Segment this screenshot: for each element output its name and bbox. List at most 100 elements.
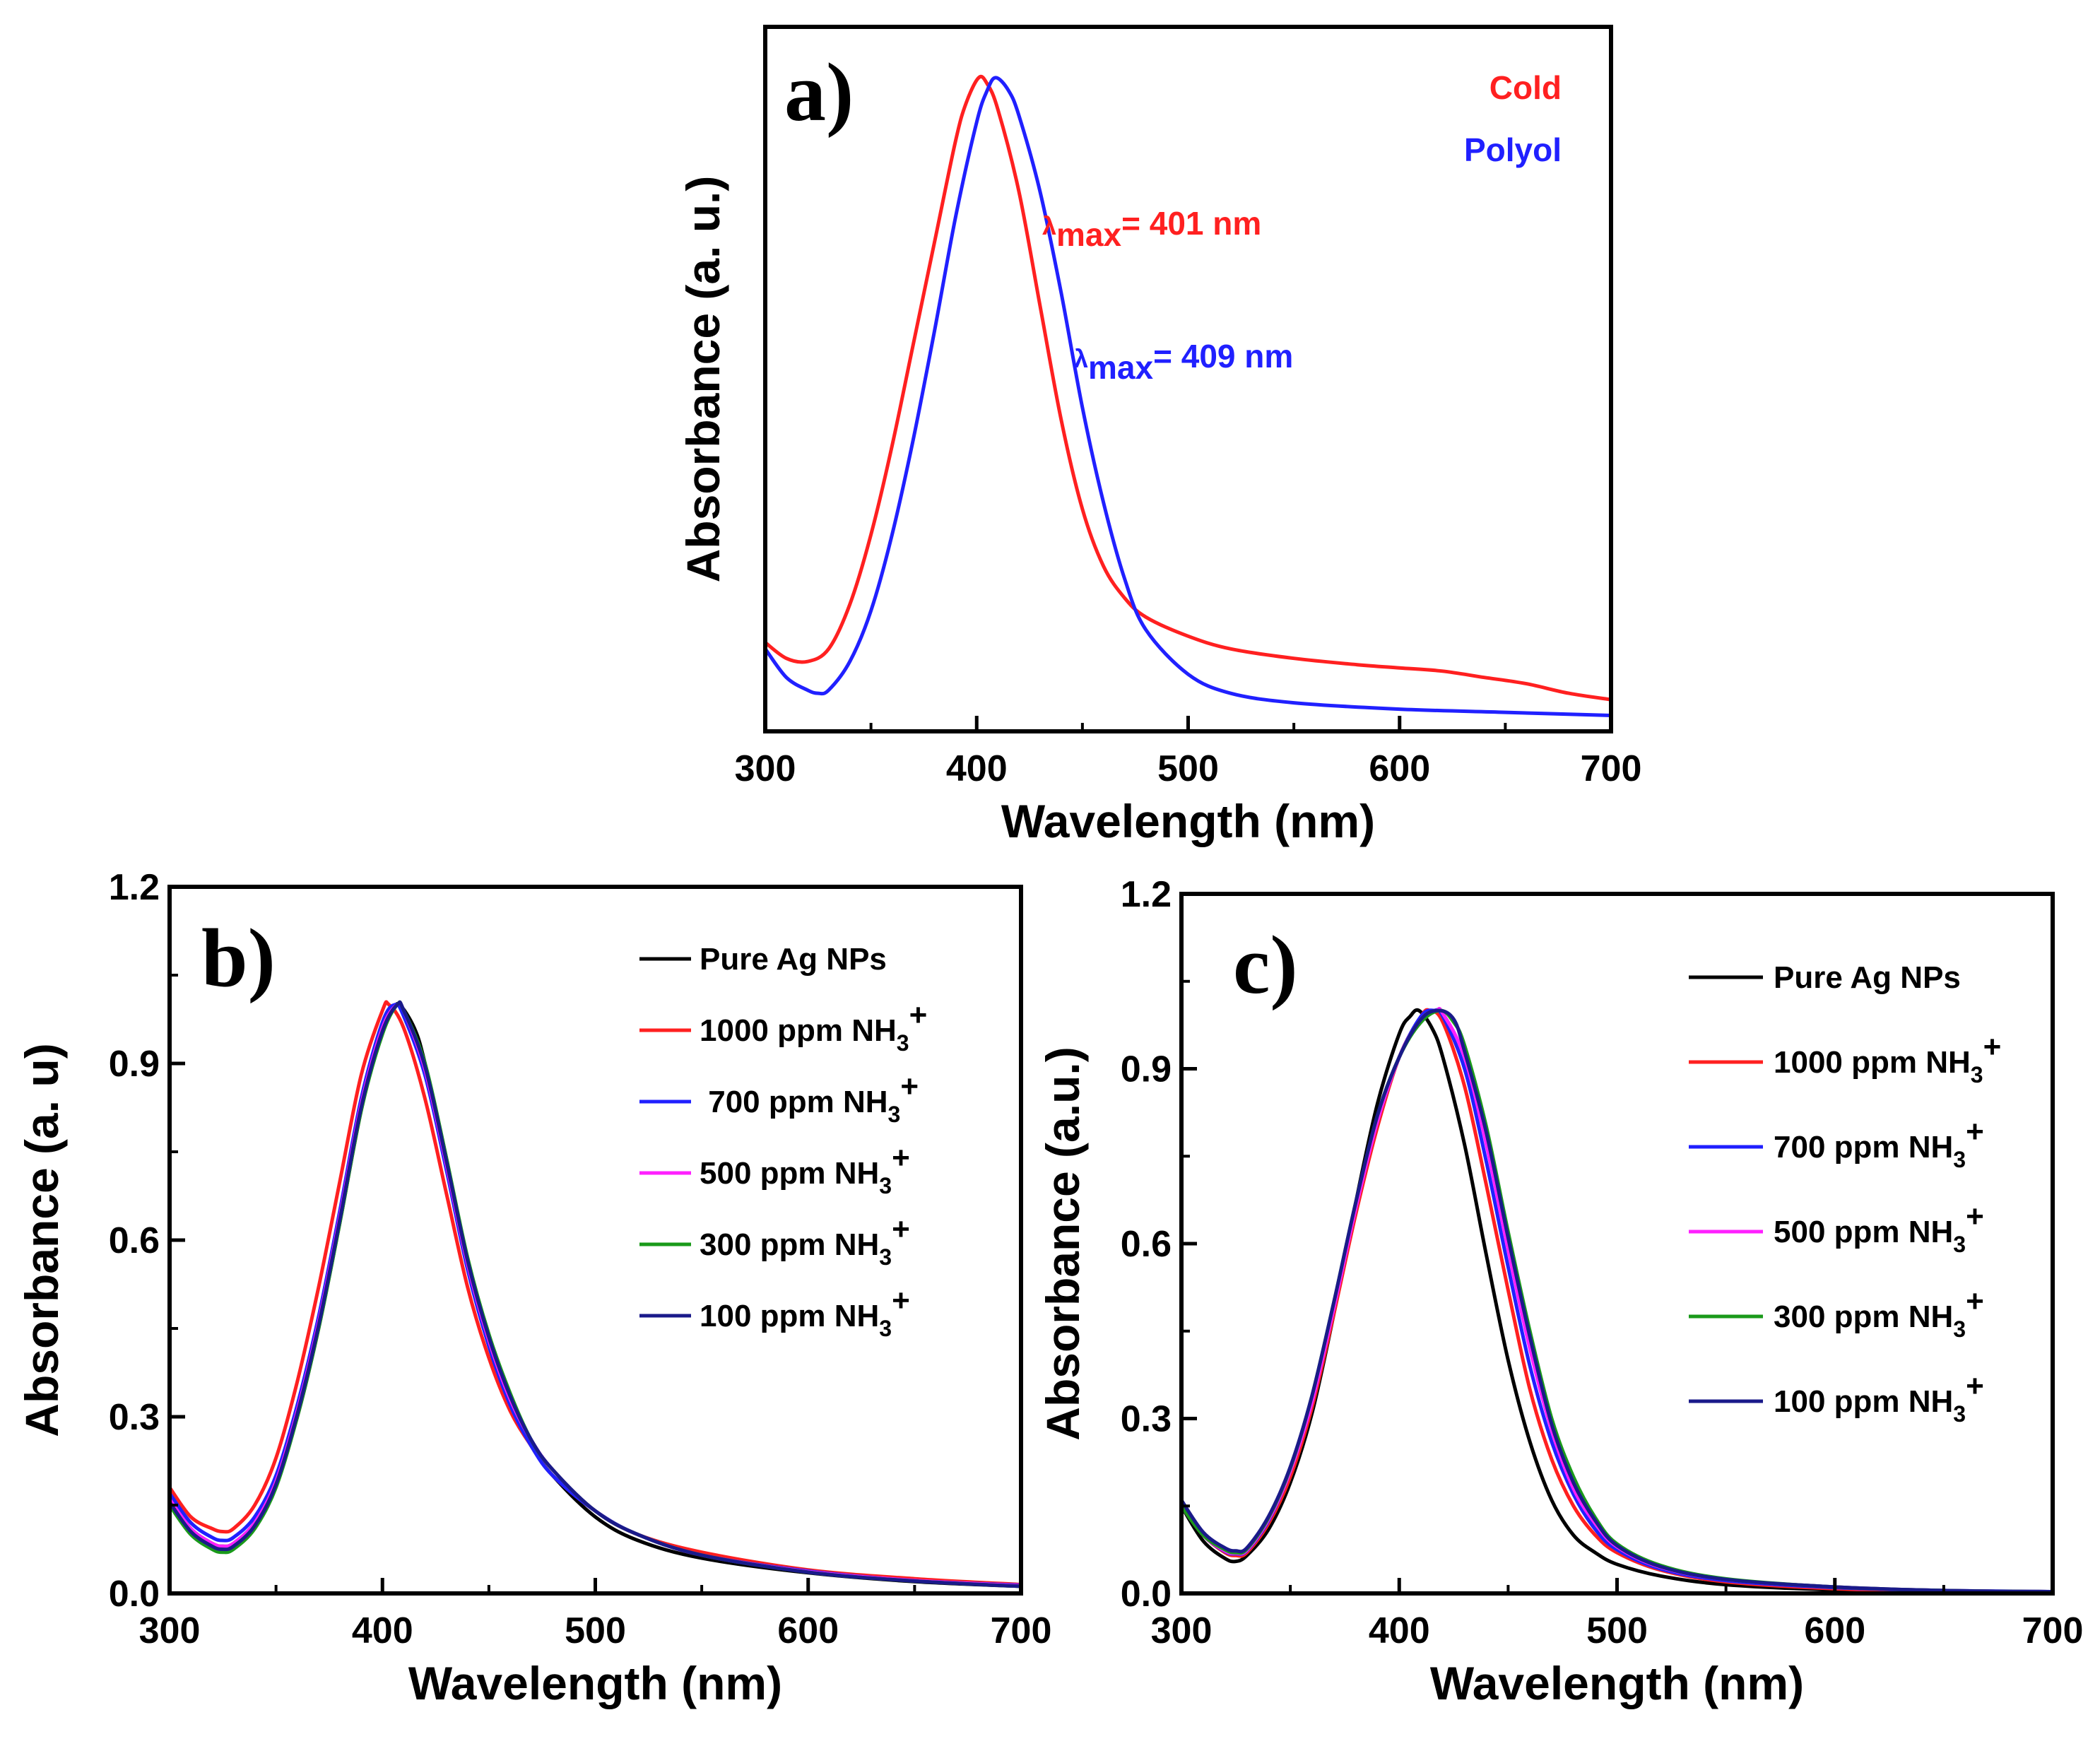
panel-b-legend-label-5: 100 ppm NH3+: [700, 1283, 910, 1341]
panel-b-legend-label-0: Pure Ag NPs: [700, 942, 887, 977]
panel-c-legend-sub-4: 3: [1953, 1316, 1966, 1342]
panel-b-ytick-label-1: 0.3: [109, 1397, 160, 1438]
panel-a-series: [765, 74, 1611, 717]
panel-a-series-line-1: [765, 76, 1611, 717]
panel-c-legend-label-0: Pure Ag NPs: [1774, 960, 1961, 995]
panel-b-legend-label-4: 300 ppm NH3+: [700, 1212, 910, 1270]
panel-c-xtick-label-2: 500: [1586, 1610, 1648, 1651]
panel-c-legend-label-3: 500 ppm NH3+: [1774, 1199, 1984, 1257]
panel-c-legend-sub-5: 3: [1953, 1401, 1966, 1427]
panel-c-ytick-label-4: 1.2: [1121, 874, 1172, 915]
panel-b-legend-sub-5: 3: [879, 1316, 892, 1341]
panel-a-legend: Cold Polyol: [1464, 69, 1562, 168]
panel-b-legend-text-2: 700 ppm NH: [700, 1085, 888, 1119]
panel-b-xtick-label-3: 600: [777, 1610, 839, 1651]
panel-c-legend-sup-2: +: [1966, 1114, 1984, 1149]
panel-b-label: b): [201, 912, 276, 1004]
panel-a-annotation-1-symbol: λ: [1074, 344, 1088, 373]
panel-b-legend-text-4: 300 ppm NH: [700, 1227, 879, 1262]
panel-a-series-line-0: [765, 74, 1611, 702]
panel-b-legend-text-5: 100 ppm NH: [700, 1299, 879, 1333]
panel-c-legend-text-5: 100 ppm NH: [1774, 1384, 1953, 1419]
panel-a-xtick-label-3: 600: [1369, 748, 1430, 789]
panel-c-series: [1181, 1006, 2053, 1593]
panel-a-ylabel: Absorbance (a. u.): [677, 176, 729, 583]
panel-a-annotation-1-subscript: max: [1088, 349, 1153, 386]
panel-c-legend-sub-2: 3: [1953, 1147, 1966, 1172]
panel-c-series-line-5: [1181, 1008, 2053, 1593]
panel-c: 300 400 500 600 700 0.0 0.3 0.6 0.9 1.2 Wavelength…: [1037, 874, 2083, 1709]
panel-a-annotation-0-value: = 401 nm: [1121, 205, 1261, 242]
panel-c-legend-label-1: 1000 ppm NH3+: [1774, 1030, 2001, 1087]
panel-b-legend-sub-4: 3: [879, 1244, 892, 1270]
panel-a: 300 400 500 600 700 Wavelength (nm) Absorbance…: [677, 25, 1642, 847]
panel-c-xtick-label-4: 700: [2022, 1610, 2084, 1651]
panel-c-series-line-0: [1181, 1008, 2053, 1593]
panel-c-legend-sup-4: +: [1966, 1284, 1984, 1319]
panel-c-label: c): [1233, 919, 1298, 1011]
panel-b-ytick-label-3: 0.9: [109, 1044, 160, 1085]
panel-a-annotation-0: λmax= 401 nm: [1042, 205, 1261, 253]
panel-a-xtick-label-4: 700: [1581, 748, 1642, 789]
panel-c-legend-label-4: 300 ppm NH3+: [1774, 1284, 1984, 1342]
panel-c-xlabel: Wavelength (nm): [1430, 1657, 1804, 1709]
panel-c-xtick-label-0: 300: [1151, 1610, 1213, 1651]
panel-c-legend-sub-3: 3: [1953, 1232, 1966, 1257]
panel-c-legend-sup-3: +: [1966, 1199, 1984, 1234]
panel-b-xtick-label-4: 700: [991, 1610, 1052, 1651]
panel-a-xtick-label-0: 300: [735, 748, 796, 789]
panel-c-legend-text-3: 500 ppm NH: [1774, 1215, 1953, 1249]
panel-a-legend-label-1: Polyol: [1464, 131, 1562, 168]
panel-c-ytick-label-1: 0.3: [1121, 1399, 1172, 1440]
panel-c-xtick-label-3: 600: [1804, 1610, 1865, 1651]
panel-c-ylabel: Absorbance (a.u.): [1037, 1047, 1089, 1440]
panel-b-series: [170, 1000, 1021, 1588]
panel-b-xtick-label-1: 400: [352, 1610, 413, 1651]
panel-b-legend-sub-2: 3: [888, 1102, 901, 1127]
panel-b-ytick-label-0: 0.0: [109, 1574, 160, 1615]
panel-b-legend-sup-1: +: [909, 998, 928, 1032]
panel-b: 300 400 500 600 700 0.0 0.3 0.6 0.9 1.2 Wavelength…: [16, 867, 1051, 1709]
panel-c-legend-text-4: 300 ppm NH: [1774, 1299, 1953, 1334]
panel-a-xlabel: Wavelength (nm): [1001, 795, 1375, 847]
panel-c-legend-text-1: 1000 ppm NH: [1774, 1045, 1971, 1080]
panel-b-ylabel: Absorbance (a. u): [16, 1043, 68, 1437]
panel-b-legend-text-0: Pure Ag NPs: [700, 942, 887, 977]
panel-c-ytick-label-3: 0.9: [1121, 1049, 1172, 1090]
panel-b-series-line-5: [170, 1000, 1021, 1588]
panel-b-ytick-label-4: 1.2: [109, 867, 160, 908]
panel-b-xtick-label-2: 500: [565, 1610, 626, 1651]
panel-b-legend-label-2: 700 ppm NH3+: [700, 1069, 919, 1127]
panel-c-legend-label-2: 700 ppm NH3+: [1774, 1114, 1984, 1172]
panel-c-ytick-label-2: 0.6: [1121, 1224, 1172, 1265]
panel-b-legend-sup-3: +: [892, 1140, 910, 1175]
panel-b-legend-text-1: 1000 ppm NH: [700, 1013, 897, 1048]
panel-c-legend-sup-1: +: [1983, 1030, 2002, 1064]
panel-b-xtick-label-0: 300: [139, 1610, 201, 1651]
panel-c-legend-label-5: 100 ppm NH3+: [1774, 1369, 1984, 1427]
panel-a-annotation-1-value: = 409 nm: [1153, 338, 1293, 375]
panel-b-xlabel: Wavelength (nm): [408, 1657, 782, 1709]
panel-c-legend-text-0: Pure Ag NPs: [1774, 960, 1961, 995]
panel-b-ytick-label-2: 0.6: [109, 1220, 160, 1261]
panel-a-annotation-1: λmax= 409 nm: [1074, 338, 1293, 386]
panel-b-legend-sup-4: +: [892, 1212, 910, 1246]
panel-a-xtick-label-1: 400: [946, 748, 1008, 789]
panel-c-legend-text-2: 700 ppm NH: [1774, 1130, 1953, 1165]
panel-c-legend-sub-1: 3: [1971, 1062, 1983, 1087]
panel-b-legend-text-3: 500 ppm NH: [700, 1156, 879, 1191]
panel-a-annotation-0-symbol: λ: [1042, 211, 1056, 240]
panel-a-xtick-label-2: 500: [1157, 748, 1219, 789]
panel-c-xtick-label-1: 400: [1369, 1610, 1430, 1651]
panel-b-legend-sup-2: +: [900, 1069, 919, 1104]
panel-b-legend-sup-5: +: [892, 1283, 910, 1318]
panel-b-legend-label-3: 500 ppm NH3+: [700, 1140, 910, 1198]
panel-a-legend-label-0: Cold: [1490, 69, 1562, 106]
panel-c-legend-sup-5: +: [1966, 1369, 1984, 1403]
panel-b-legend-label-1: 1000 ppm NH3+: [700, 998, 927, 1056]
panel-b-legend-sub-1: 3: [897, 1030, 909, 1056]
panel-a-annotation-0-subscript: max: [1056, 216, 1121, 253]
